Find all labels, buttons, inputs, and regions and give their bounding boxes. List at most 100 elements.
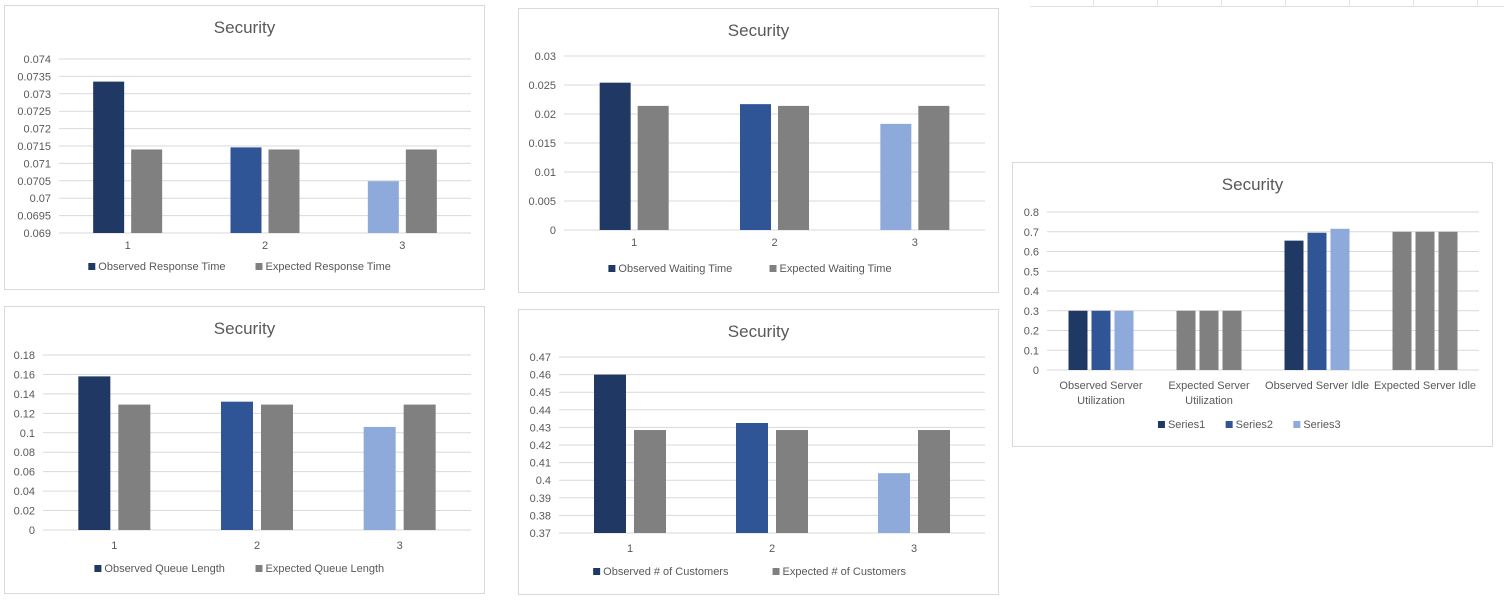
- y-tick-label: 0.04: [14, 486, 35, 498]
- y-tick-label: 0.02: [535, 109, 556, 121]
- x-tick-label: 3: [911, 543, 917, 555]
- bar-series2-1[interactable]: [1091, 310, 1111, 370]
- bar-series2-3[interactable]: [1307, 232, 1327, 370]
- bar-observed-waiting-time-3[interactable]: [880, 123, 912, 230]
- x-tick-label: Expected Server Idle: [1374, 380, 1476, 392]
- chart-server-utilization[interactable]: Security 0 0.1 0.2 0.3 0.4 0.5 0.6 0.7 0.8 Observe…: [1012, 162, 1493, 447]
- bar-observed-waiting-time-1[interactable]: [599, 82, 631, 231]
- y-tick-label: 0.47: [530, 352, 551, 364]
- bar-expected-waiting-time-3[interactable]: [918, 105, 950, 230]
- bar-series3-4[interactable]: [1438, 231, 1458, 370]
- chart-title: Security: [728, 322, 790, 341]
- chart-title: Security: [1222, 175, 1284, 194]
- legend-label: Series1: [1168, 419, 1205, 431]
- y-tick-label: 0.12: [14, 408, 35, 420]
- x-tick-label: 1: [627, 543, 633, 555]
- x-tick-label: 2: [769, 543, 775, 555]
- bar-expected-response-time-3[interactable]: [405, 149, 437, 233]
- bar-expected-response-time-2[interactable]: [268, 149, 300, 233]
- chart-svg: Security 0 0.1 0.2 0.3 0.4 0.5 0.6 0.7 0.8 Observe…: [1024, 175, 1479, 431]
- x-tick-label: 1: [125, 240, 131, 252]
- y-tick-label: 0.0705: [17, 176, 51, 188]
- legend-swatch: [769, 265, 777, 272]
- y-tick-label: 0: [29, 525, 35, 537]
- chart-response-time[interactable]: Security 0.069 0.0695 0.07 0.0705 0.071 0.0715…: [4, 5, 485, 290]
- bar-observed-queue-length-2[interactable]: [221, 401, 253, 530]
- chart-customers[interactable]: Security 0.37 0.38 0.39 0.4 0.41 0.42 0.43 0.44 0…: [518, 309, 999, 595]
- legend-swatch: [255, 263, 263, 270]
- bar-observed-response-time-3[interactable]: [367, 181, 399, 233]
- legend-label: Observed # of Customers: [603, 566, 729, 578]
- y-tick-label: 0.0735: [17, 71, 51, 83]
- bar-observed-of-customers-1[interactable]: [594, 374, 626, 533]
- x-tick-label: 3: [397, 540, 403, 552]
- legend-label: Expected # of Customers: [783, 566, 907, 578]
- bar-observed-queue-length-3[interactable]: [363, 426, 396, 530]
- y-tick-label: 0: [1033, 365, 1039, 377]
- y-tick-label: 0.45: [530, 387, 551, 399]
- bar-observed-response-time-2[interactable]: [230, 147, 262, 233]
- legend-label: Observed Response Time: [98, 261, 225, 273]
- y-tick-label: 0.4: [536, 475, 551, 487]
- y-tick-label: 0.41: [530, 458, 551, 470]
- legend-swatch: [255, 565, 263, 572]
- y-tick-label: 0.025: [528, 80, 556, 92]
- legend-swatch: [608, 265, 616, 272]
- bar-series2-2[interactable]: [1199, 310, 1219, 370]
- legend-swatch: [1293, 421, 1301, 428]
- y-tick-label: 0.02: [14, 506, 35, 518]
- y-tick-label: 0.08: [14, 447, 35, 459]
- bar-series2-4[interactable]: [1415, 231, 1435, 370]
- y-tick-label: 0.074: [23, 54, 51, 66]
- bar-observed-of-customers-2[interactable]: [736, 423, 768, 533]
- legend-label: Observed Waiting Time: [618, 263, 732, 275]
- bar-expected-waiting-time-2[interactable]: [778, 105, 809, 230]
- y-tick-label: 0.44: [530, 405, 551, 417]
- bar-expected-of-customers-3[interactable]: [918, 430, 950, 533]
- y-tick-label: 0.6: [1024, 247, 1039, 259]
- bar-expected-waiting-time-1[interactable]: [637, 105, 669, 230]
- legend-swatch: [772, 568, 780, 575]
- bar-series1-4[interactable]: [1392, 231, 1412, 370]
- bar-observed-waiting-time-2[interactable]: [740, 104, 771, 230]
- y-tick-label: 0.1: [20, 428, 35, 440]
- x-tick-label: 1: [111, 540, 117, 552]
- chart-title: Security: [728, 21, 790, 40]
- y-tick-label: 0.005: [528, 196, 556, 208]
- y-tick-label: 0.0695: [17, 211, 51, 223]
- chart-queue-length[interactable]: Security 0 0.02 0.04 0.06 0.08 0.1 0.12 0.14 0.16…: [4, 306, 485, 594]
- bar-series3-3[interactable]: [1330, 228, 1350, 370]
- bar-expected-of-customers-1[interactable]: [634, 430, 666, 533]
- x-tick-label: 2: [254, 540, 260, 552]
- x-tick-label: 2: [262, 240, 268, 252]
- bar-observed-queue-length-1[interactable]: [78, 376, 111, 530]
- y-tick-label: 0.5: [1024, 266, 1039, 278]
- bar-expected-response-time-1[interactable]: [131, 149, 163, 233]
- bar-series1-1[interactable]: [1068, 310, 1088, 370]
- y-tick-label: 0.3: [1024, 306, 1039, 318]
- y-tick-label: 0.42: [530, 440, 551, 452]
- legend-swatch: [88, 263, 96, 270]
- y-tick-label: 0.39: [530, 493, 551, 505]
- chart-svg: Security 0.069 0.0695 0.07 0.0705 0.071 0.0715…: [17, 18, 471, 273]
- legend-label: Expected Waiting Time: [780, 263, 892, 275]
- x-tick-label: 1: [631, 237, 637, 249]
- y-tick-label: 0.0715: [17, 141, 51, 153]
- x-tick-label: Observed Server Idle: [1265, 380, 1369, 392]
- bar-expected-queue-length-1[interactable]: [118, 404, 151, 530]
- y-tick-label: 0.18: [14, 350, 35, 362]
- bar-observed-of-customers-3[interactable]: [878, 473, 910, 533]
- chart-waiting-time[interactable]: Security 0 0.005 0.01 0.015 0.02 0.025 0.03 1 2 3 O…: [518, 8, 999, 293]
- bar-series1-2[interactable]: [1176, 310, 1196, 370]
- legend-label: Series2: [1236, 419, 1273, 431]
- bar-expected-queue-length-3[interactable]: [403, 404, 436, 530]
- x-tick-label: 3: [912, 237, 918, 249]
- bar-series1-3[interactable]: [1284, 240, 1304, 370]
- chart-svg: Security 0.37 0.38 0.39 0.4 0.41 0.42 0.43 0.44 0…: [530, 322, 985, 578]
- bar-series3-2[interactable]: [1222, 310, 1242, 370]
- bar-expected-of-customers-2[interactable]: [776, 430, 808, 533]
- bar-series3-1[interactable]: [1114, 310, 1134, 370]
- bar-expected-queue-length-2[interactable]: [261, 404, 293, 530]
- bar-observed-response-time-1[interactable]: [93, 81, 125, 234]
- y-tick-label: 0.1: [1024, 345, 1039, 357]
